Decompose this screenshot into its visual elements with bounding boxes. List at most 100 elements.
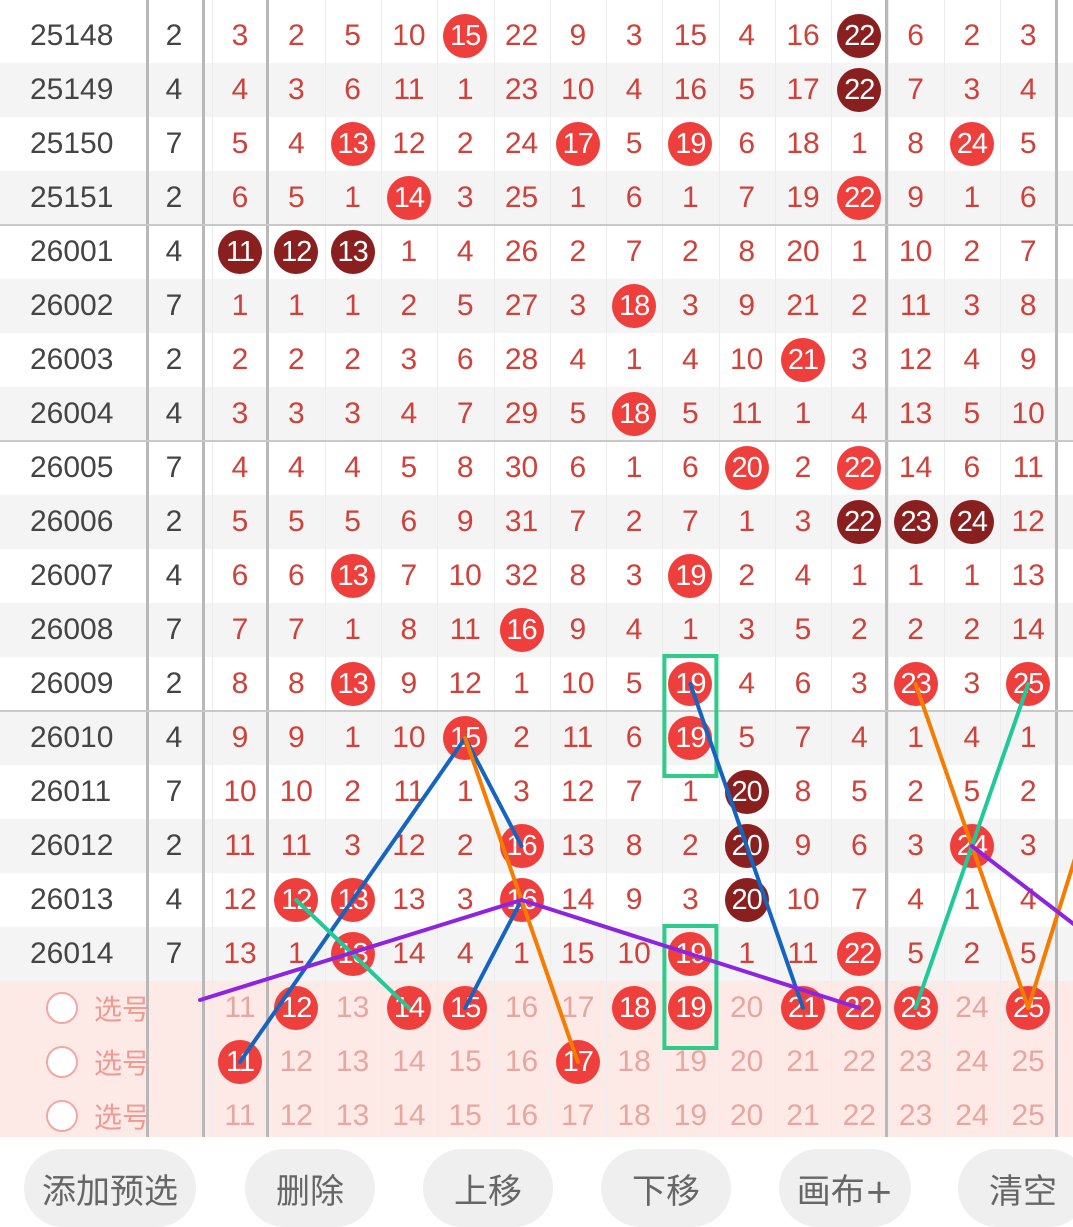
- number-cell[interactable]: 9: [625, 883, 643, 916]
- number-cell[interactable]: 13: [325, 549, 381, 603]
- number-cell[interactable]: 22: [831, 927, 887, 981]
- number-cell[interactable]: 3: [963, 289, 981, 322]
- number-cell[interactable]: 1: [569, 181, 587, 214]
- number-cell[interactable]: 13: [223, 937, 257, 970]
- number-cell[interactable]: 16: [504, 1099, 539, 1132]
- number-cell[interactable]: 3: [1019, 829, 1037, 862]
- number-cell[interactable]: 24: [944, 117, 1000, 171]
- number-cell[interactable]: 3: [963, 73, 981, 106]
- blue-stroke[interactable]: [463, 898, 524, 1010]
- number-cell[interactable]: 14: [392, 1045, 426, 1078]
- number-cell[interactable]: 32: [504, 559, 539, 592]
- number-cell[interactable]: 17: [786, 73, 820, 106]
- move-up-button[interactable]: 上移: [423, 1149, 553, 1227]
- number-cell[interactable]: 4: [625, 73, 643, 106]
- purple-stroke[interactable]: [969, 844, 1073, 954]
- select-row-label[interactable]: 选号: [46, 1089, 150, 1137]
- number-cell[interactable]: 2: [400, 289, 418, 322]
- clear-button[interactable]: 清空: [958, 1149, 1073, 1227]
- number-cell[interactable]: 5: [907, 937, 924, 970]
- number-cell[interactable]: 9: [794, 829, 812, 862]
- number-cell[interactable]: 19: [673, 1045, 708, 1078]
- number-cell[interactable]: 22: [831, 441, 887, 495]
- number-cell[interactable]: 11: [224, 991, 256, 1024]
- number-cell[interactable]: 4: [231, 451, 249, 484]
- number-cell[interactable]: 4: [287, 451, 305, 484]
- number-cell[interactable]: 21: [786, 289, 820, 322]
- number-cell[interactable]: 10: [898, 235, 933, 268]
- number-cell[interactable]: 19: [662, 981, 718, 1035]
- number-cell[interactable]: 3: [1019, 19, 1037, 52]
- number-cell[interactable]: 13: [335, 1099, 370, 1132]
- select-row-label[interactable]: 选号: [46, 1035, 150, 1089]
- number-cell[interactable]: 8: [625, 829, 643, 862]
- number-cell[interactable]: 12: [268, 225, 324, 279]
- number-cell[interactable]: 6: [738, 127, 756, 160]
- number-cell[interactable]: 6: [569, 451, 587, 484]
- number-cell[interactable]: 14: [392, 1099, 426, 1132]
- number-cell[interactable]: 13: [898, 397, 933, 430]
- number-cell[interactable]: 19: [662, 657, 718, 711]
- number-cell[interactable]: 8: [907, 127, 924, 160]
- number-cell[interactable]: 17: [550, 117, 606, 171]
- number-cell[interactable]: 12: [279, 1099, 313, 1132]
- number-cell[interactable]: 13: [325, 225, 381, 279]
- number-cell[interactable]: 13: [325, 117, 381, 171]
- number-cell[interactable]: 6: [287, 559, 305, 592]
- number-cell[interactable]: 4: [907, 883, 924, 916]
- number-cell[interactable]: 6: [850, 829, 868, 862]
- number-cell[interactable]: 2: [850, 289, 868, 322]
- number-cell[interactable]: 4: [456, 937, 474, 970]
- number-cell[interactable]: 1: [344, 613, 361, 646]
- number-cell[interactable]: 1: [287, 937, 305, 970]
- number-cell[interactable]: 20: [719, 819, 775, 873]
- number-cell[interactable]: 3: [287, 73, 305, 106]
- blue-stroke[interactable]: [688, 682, 805, 1010]
- number-cell[interactable]: 6: [456, 343, 474, 376]
- radio-button[interactable]: [46, 1100, 78, 1132]
- number-cell[interactable]: 17: [561, 1099, 595, 1132]
- number-cell[interactable]: 9: [456, 505, 474, 538]
- number-cell[interactable]: 16: [504, 1045, 539, 1078]
- number-cell[interactable]: 4: [287, 127, 305, 160]
- number-cell[interactable]: 7: [907, 73, 924, 106]
- number-cell[interactable]: 13: [325, 657, 381, 711]
- number-cell[interactable]: 8: [738, 235, 756, 268]
- blue-stroke[interactable]: [238, 736, 468, 1064]
- number-cell[interactable]: 26: [504, 235, 539, 268]
- number-cell[interactable]: 5: [344, 19, 361, 52]
- number-cell[interactable]: 18: [606, 387, 662, 441]
- number-cell[interactable]: 15: [448, 1045, 482, 1078]
- number-cell[interactable]: 2: [456, 829, 474, 862]
- number-cell[interactable]: 5: [963, 775, 981, 808]
- number-cell[interactable]: 1: [344, 289, 361, 322]
- number-cell[interactable]: 20: [786, 235, 820, 268]
- number-cell[interactable]: 6: [682, 451, 699, 484]
- number-cell[interactable]: 5: [344, 505, 361, 538]
- number-cell[interactable]: 2: [513, 721, 530, 754]
- number-cell[interactable]: 7: [794, 721, 812, 754]
- drawing-overlay[interactable]: [0, 0, 1073, 1137]
- number-cell[interactable]: 2: [287, 343, 305, 376]
- number-cell[interactable]: 1: [513, 937, 530, 970]
- highlight-box[interactable]: [662, 924, 719, 1050]
- number-cell[interactable]: 4: [738, 667, 756, 700]
- number-cell[interactable]: 13: [392, 883, 426, 916]
- number-cell[interactable]: 22: [842, 1099, 876, 1132]
- number-cell[interactable]: 3: [625, 19, 643, 52]
- number-cell[interactable]: 28: [504, 343, 539, 376]
- number-cell[interactable]: 13: [335, 1045, 370, 1078]
- number-cell[interactable]: 5: [682, 397, 699, 430]
- number-cell[interactable]: 10: [448, 559, 482, 592]
- number-cell[interactable]: 7: [569, 505, 587, 538]
- number-cell[interactable]: 8: [287, 667, 305, 700]
- number-cell[interactable]: 1: [625, 451, 643, 484]
- number-cell[interactable]: 20: [730, 1045, 764, 1078]
- number-cell[interactable]: 21: [775, 333, 831, 387]
- number-cell[interactable]: 10: [786, 883, 820, 916]
- number-cell[interactable]: 3: [682, 289, 699, 322]
- number-cell[interactable]: 3: [456, 883, 474, 916]
- number-cell[interactable]: 1: [794, 397, 812, 430]
- number-cell[interactable]: 6: [231, 181, 249, 214]
- number-cell[interactable]: 2: [569, 235, 587, 268]
